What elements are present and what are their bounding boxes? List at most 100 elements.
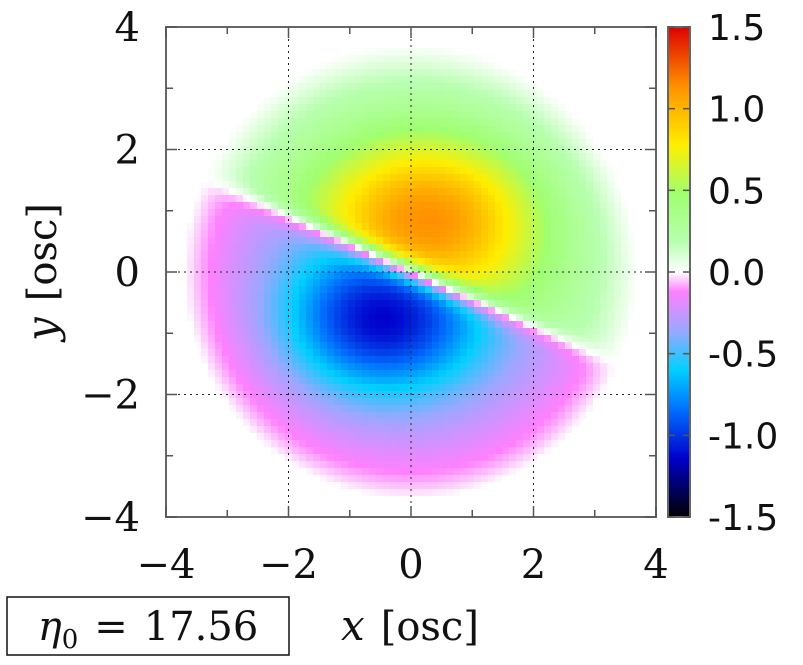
- heatmap-cell: [355, 265, 363, 273]
- heatmap-cell: [572, 104, 580, 112]
- heatmap-cell: [446, 279, 454, 287]
- heatmap-cell: [243, 97, 251, 105]
- heatmap-cell: [516, 153, 524, 161]
- heatmap-cell: [229, 335, 237, 343]
- heatmap-cell: [376, 405, 384, 413]
- heatmap-cell: [264, 307, 272, 315]
- heatmap-cell: [362, 174, 370, 182]
- heatmap-cell: [285, 370, 293, 378]
- heatmap-cell: [502, 370, 510, 378]
- heatmap-cell: [278, 265, 286, 273]
- heatmap-cell: [551, 69, 559, 77]
- heatmap-cell: [495, 433, 503, 441]
- heatmap-cell: [194, 125, 202, 133]
- heatmap-cell: [229, 440, 237, 448]
- heatmap-cell: [446, 398, 454, 406]
- heatmap-cell: [628, 356, 636, 364]
- heatmap-cell: [565, 209, 573, 217]
- heatmap-cell: [467, 48, 475, 56]
- heatmap-cell: [453, 482, 461, 490]
- heatmap-cell: [250, 342, 258, 350]
- heatmap-cell: [411, 307, 419, 315]
- heatmap-cell: [628, 503, 636, 511]
- heatmap-cell: [649, 419, 656, 427]
- heatmap-cell: [215, 265, 223, 273]
- heatmap-cell: [495, 209, 503, 217]
- heatmap-cell: [250, 468, 258, 476]
- heatmap-cell: [208, 300, 216, 308]
- heatmap-cell: [187, 90, 195, 98]
- heatmap-cell: [453, 300, 461, 308]
- heatmap-cell: [306, 83, 314, 91]
- heatmap-cell: [621, 125, 629, 133]
- heatmap-cell: [264, 426, 272, 434]
- heatmap-cell: [173, 188, 181, 196]
- heatmap-cell: [306, 496, 314, 504]
- heatmap-cell: [299, 496, 307, 504]
- heatmap-cell: [292, 328, 300, 336]
- heatmap-cell: [257, 90, 265, 98]
- heatmap-cell: [271, 125, 279, 133]
- heatmap-cell: [481, 300, 489, 308]
- heatmap-cell: [264, 132, 272, 140]
- heatmap-cell: [173, 55, 181, 63]
- heatmap-cell: [635, 62, 643, 70]
- heatmap-cell: [236, 363, 244, 371]
- heatmap-cell: [642, 496, 650, 504]
- heatmap-cell: [565, 195, 573, 203]
- heatmap-cell: [166, 167, 174, 175]
- heatmap-cell: [621, 314, 629, 322]
- heatmap-cell: [460, 153, 468, 161]
- heatmap-cell: [313, 370, 321, 378]
- heatmap-cell: [180, 27, 188, 35]
- heatmap-cell: [621, 202, 629, 210]
- heatmap-cell: [537, 188, 545, 196]
- heatmap-cell: [250, 104, 258, 112]
- heatmap-cell: [642, 426, 650, 434]
- heatmap-cell: [320, 279, 328, 287]
- heatmap-cell: [411, 258, 419, 266]
- heatmap-cell: [642, 356, 650, 364]
- heatmap-cell: [397, 286, 405, 294]
- heatmap-cell: [474, 195, 482, 203]
- heatmap-cell: [194, 349, 202, 357]
- heatmap-cell: [222, 314, 230, 322]
- heatmap-cell: [271, 356, 279, 364]
- heatmap-cell: [537, 244, 545, 252]
- heatmap-cell: [397, 482, 405, 490]
- heatmap-cell: [348, 412, 356, 420]
- heatmap-cell: [404, 272, 412, 280]
- heatmap-cell: [222, 27, 230, 35]
- heatmap-cell: [586, 419, 594, 427]
- heatmap-cell: [313, 503, 321, 511]
- heatmap-cell: [194, 321, 202, 329]
- heatmap-cell: [418, 230, 426, 238]
- heatmap-cell: [229, 160, 237, 168]
- heatmap-cell: [201, 62, 209, 70]
- heatmap-cell: [173, 433, 181, 441]
- heatmap-cell: [404, 510, 412, 517]
- heatmap-cell: [355, 27, 363, 35]
- heatmap-cell: [173, 279, 181, 287]
- heatmap-cell: [460, 300, 468, 308]
- heatmap-cell: [383, 69, 391, 77]
- heatmap-cell: [502, 195, 510, 203]
- heatmap-cell: [341, 293, 349, 301]
- heatmap-cell: [257, 132, 265, 140]
- heatmap-cell: [278, 426, 286, 434]
- y-tick-label: −2: [81, 373, 140, 419]
- heatmap-cell: [369, 216, 377, 224]
- heatmap-cell: [173, 76, 181, 84]
- heatmap-cell: [194, 34, 202, 42]
- heatmap-cell: [516, 454, 524, 462]
- heatmap-cell: [544, 433, 552, 441]
- heatmap-cell: [236, 335, 244, 343]
- heatmap-cell: [565, 34, 573, 42]
- heatmap-cell: [348, 202, 356, 210]
- heatmap-cell: [173, 132, 181, 140]
- heatmap-cell: [376, 419, 384, 427]
- heatmap-cell: [593, 503, 601, 511]
- heatmap-cell: [180, 48, 188, 56]
- heatmap-cell: [194, 97, 202, 105]
- heatmap-cell: [411, 251, 419, 259]
